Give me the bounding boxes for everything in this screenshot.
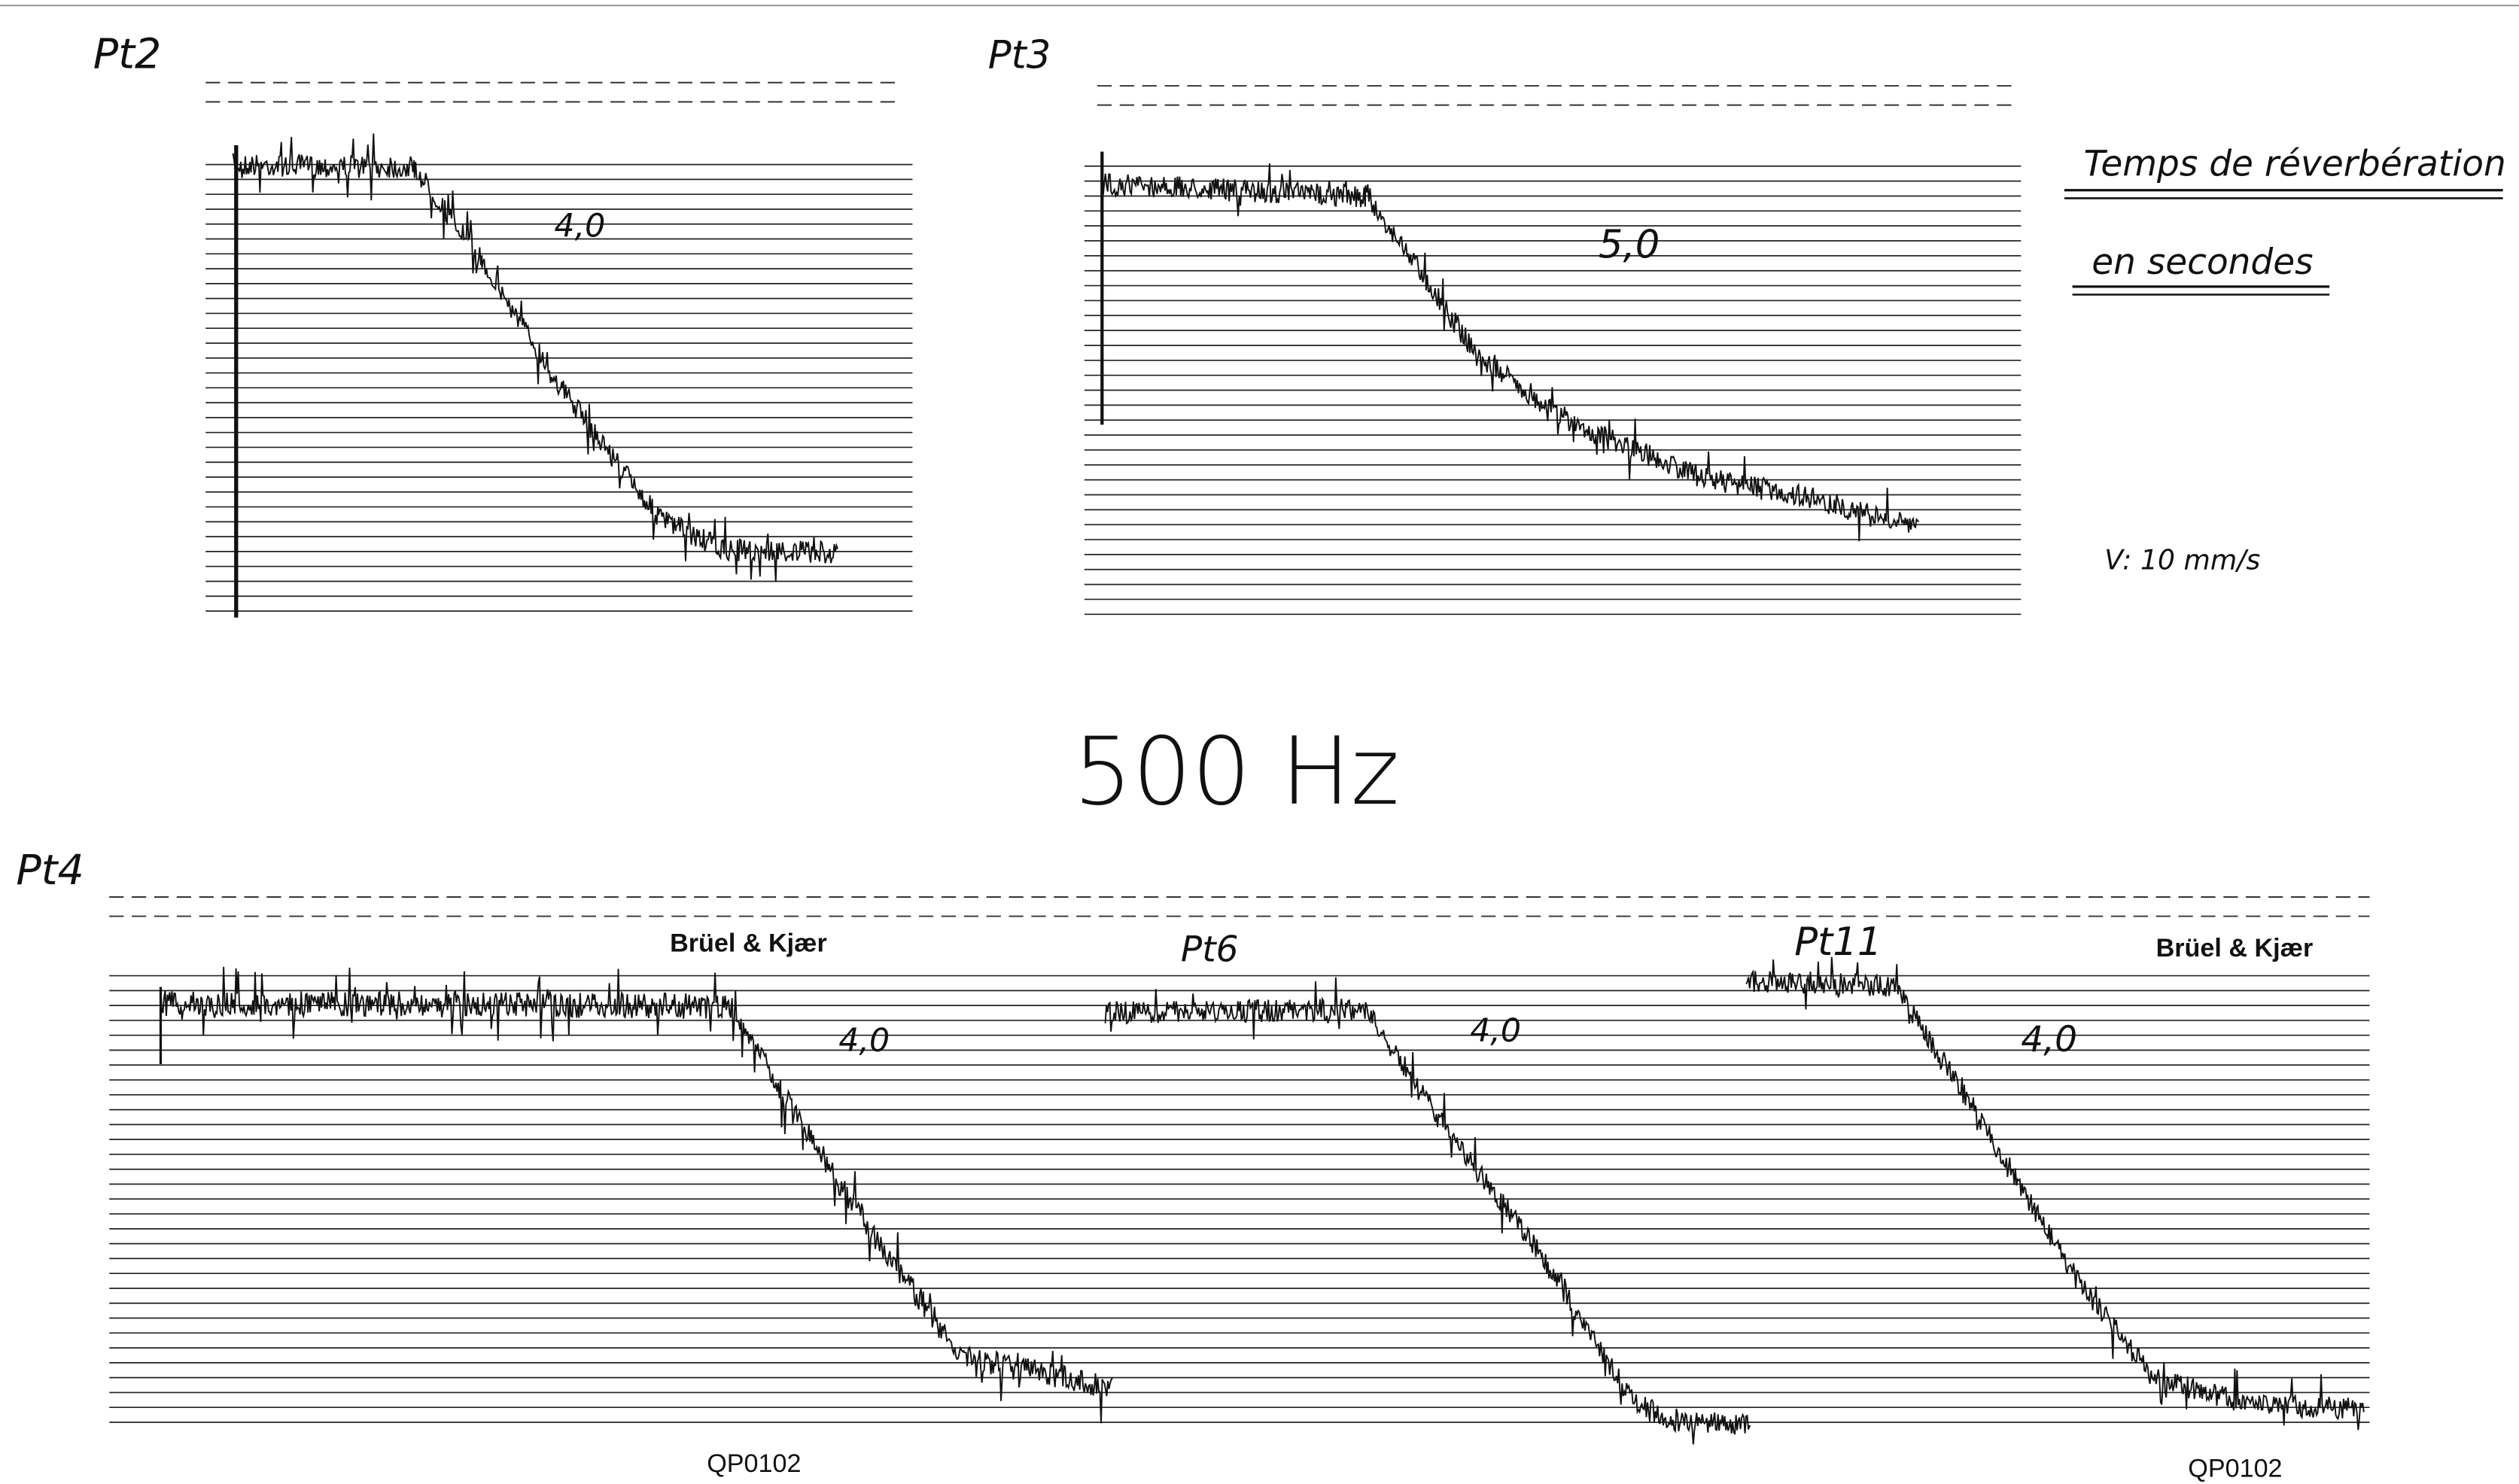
decay-trace [1104,977,1751,1445]
reverberation-time: 5,0 [1599,222,1660,267]
panel-label: Pt3 [988,33,1051,78]
panel-label: Pt2 [93,30,162,79]
legend-title: Temps de réverbération [2084,144,2506,185]
paper-speed: V: 10 mm/s [2104,544,2260,576]
frequency-title: 500 Hz [1073,718,1400,826]
reverberation-time: 4,0 [554,208,605,245]
legend-subtitle: en secondes [2092,242,2313,283]
decay-trace [1101,163,1920,542]
reverberation-time: 4,0 [2021,1019,2077,1060]
panel-label: Pt6 [1181,929,1239,970]
reverberation-time: 4,0 [838,1022,890,1060]
chart-code: QP0102 [2188,1455,2282,1483]
brand: Brüel & Kjær [2156,934,2314,962]
decay-trace [232,133,838,582]
decay-trace [160,966,1113,1424]
reverberation-time: 4,0 [1470,1012,1521,1050]
decay-traces [160,133,2365,1445]
recording-paper [109,81,2370,1423]
panel-label: Pt4 [16,846,84,895]
decay-trace [1745,956,2365,1431]
panel-label: Pt11 [1794,920,1882,965]
chart-code: QP0102 [707,1449,801,1478]
brand: Brüel & Kjær [670,929,827,958]
